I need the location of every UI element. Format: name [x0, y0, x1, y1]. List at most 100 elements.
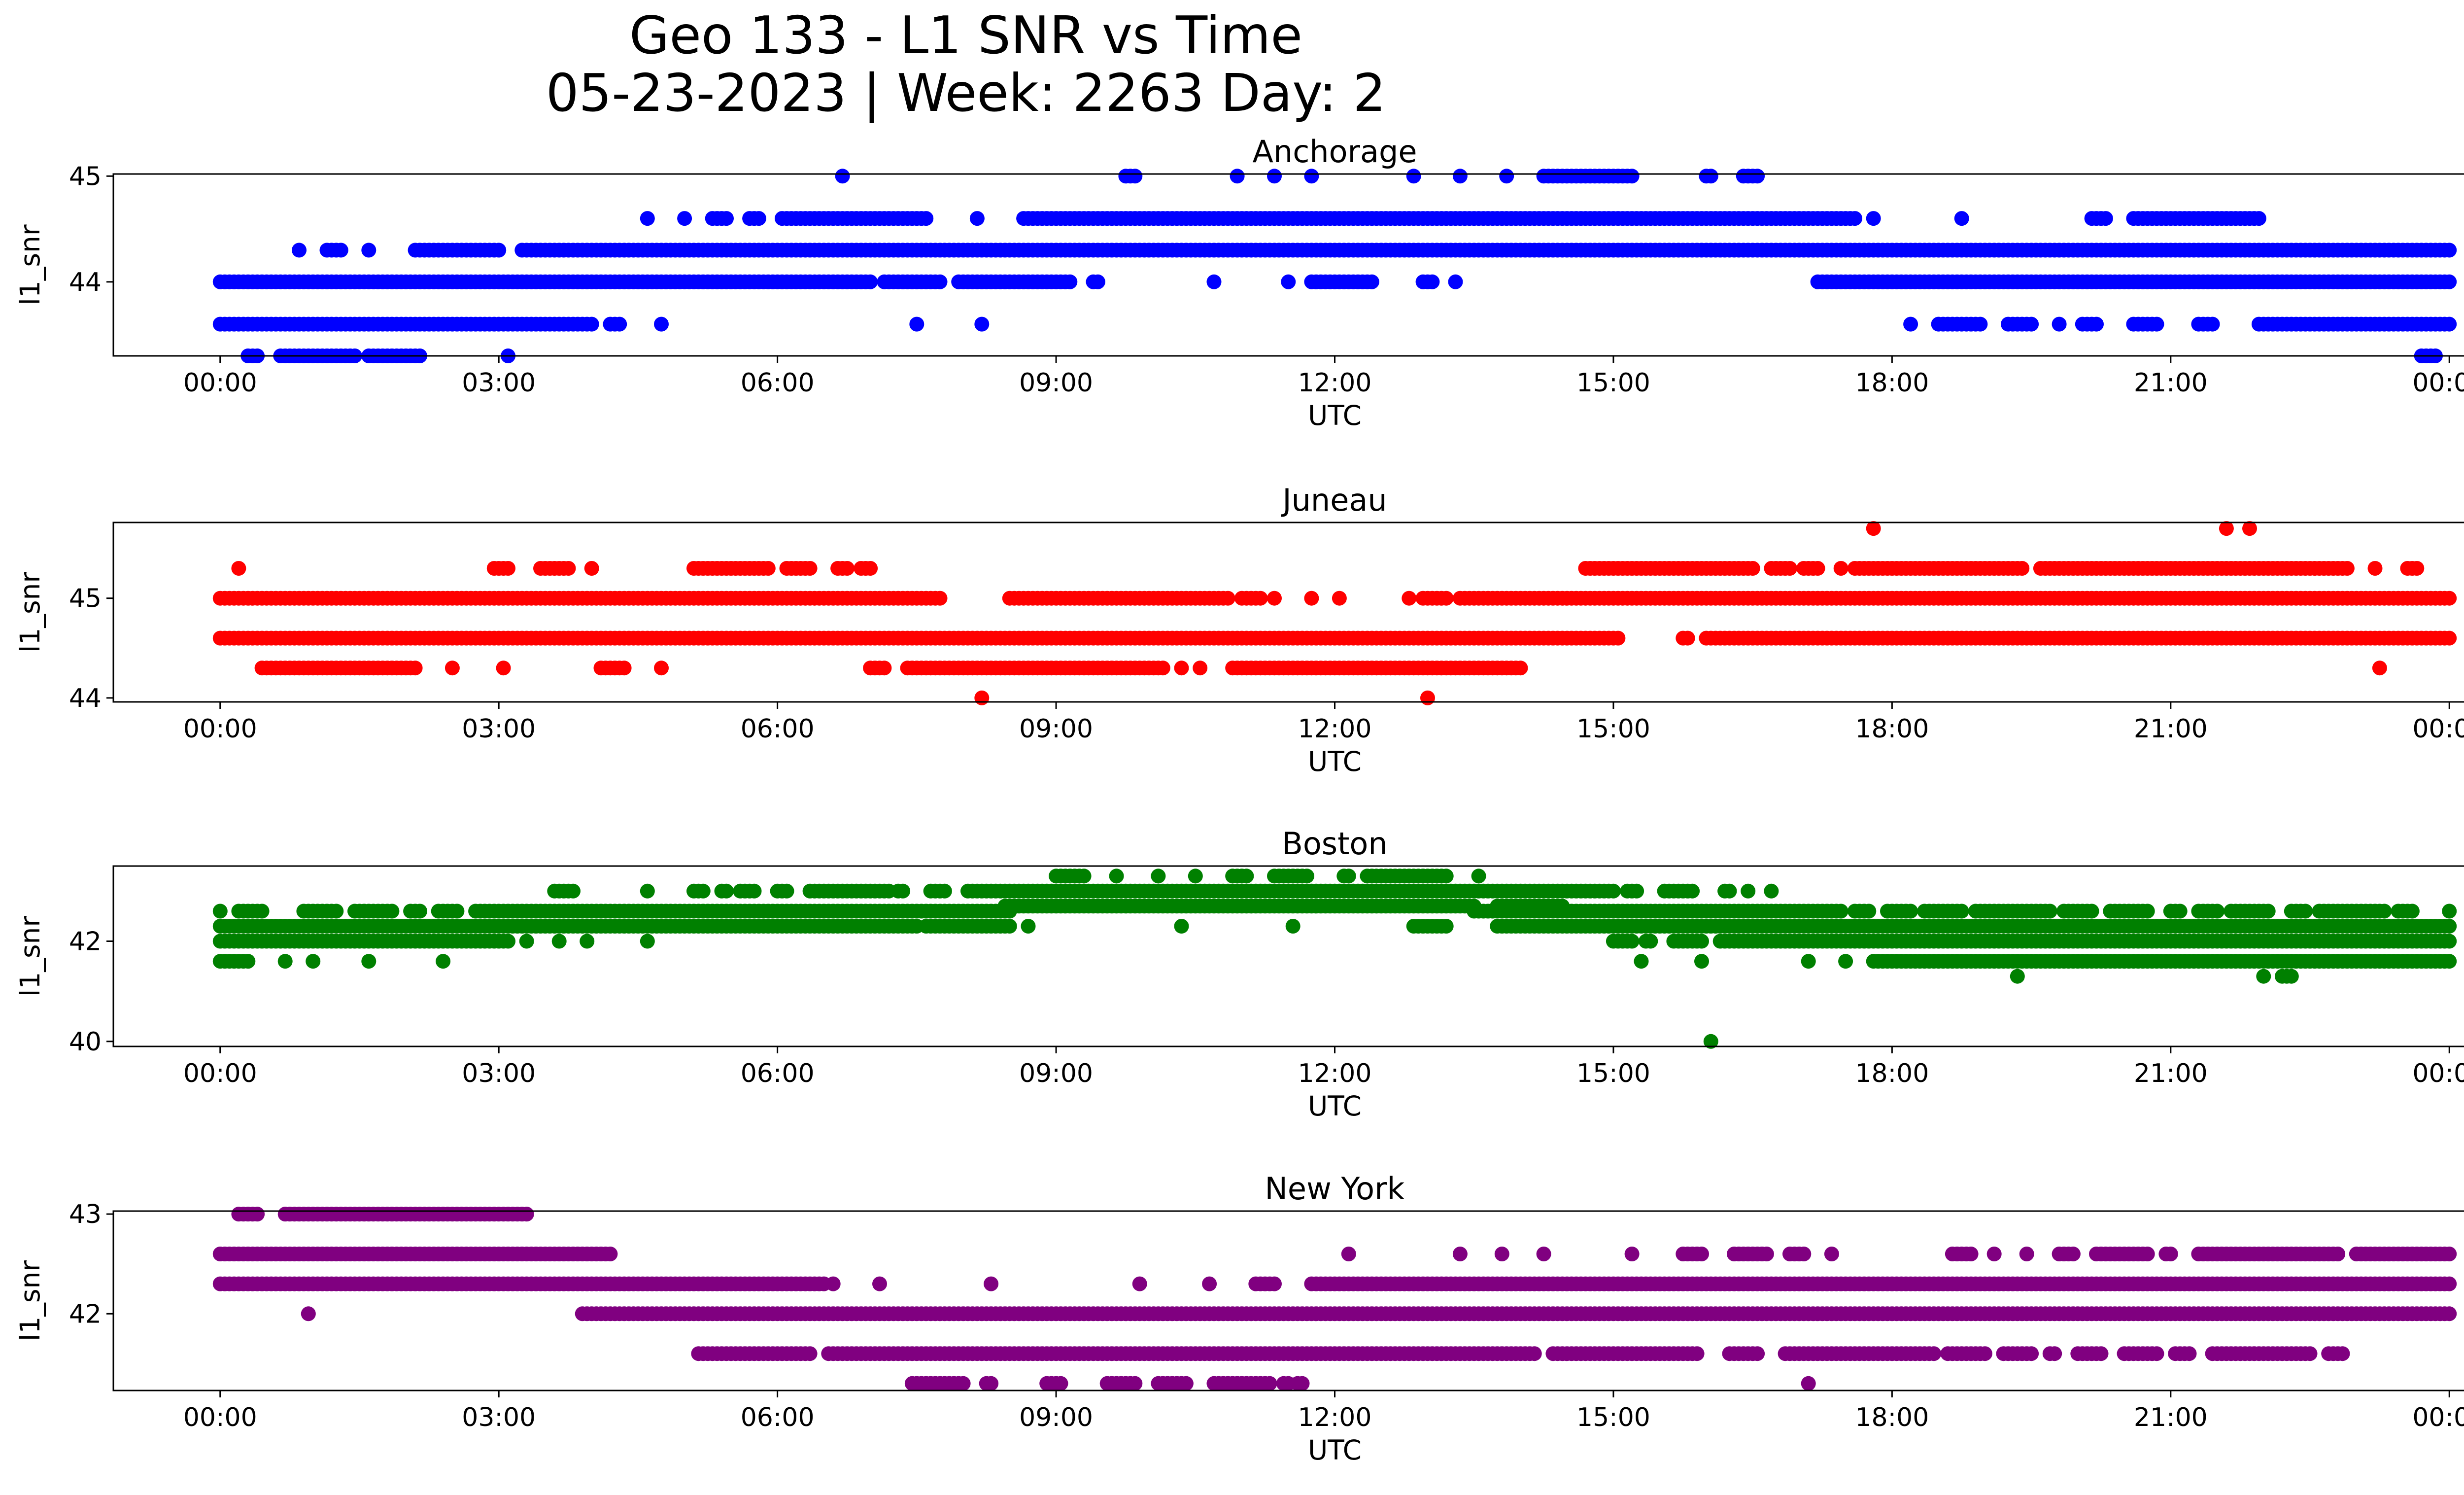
x-tick-label: 09:00	[1019, 1059, 1093, 1088]
data-point	[501, 934, 515, 949]
data-point	[802, 561, 818, 576]
data-point	[1452, 169, 1468, 184]
y-tick-label: 44	[69, 268, 102, 297]
data-point	[1062, 274, 1078, 289]
data-point	[361, 243, 376, 258]
data-point	[566, 883, 581, 899]
data-point	[408, 661, 423, 676]
data-point	[2284, 969, 2299, 984]
data-point	[872, 1276, 887, 1291]
y-axis-label: l1_snr	[14, 572, 46, 653]
data-point	[2442, 1247, 2457, 1261]
data-point	[984, 1276, 999, 1291]
data-point	[2219, 521, 2234, 536]
data-point	[1722, 883, 1737, 899]
data-point	[779, 883, 794, 899]
data-point	[654, 316, 669, 332]
data-point	[1304, 591, 1319, 606]
data-point	[2367, 561, 2383, 576]
data-point	[333, 243, 348, 258]
data-point	[1782, 561, 1797, 576]
data-point	[2404, 904, 2420, 919]
data-point	[561, 561, 576, 576]
data-point	[1151, 869, 1166, 884]
data-point	[2052, 316, 2067, 332]
data-point	[292, 243, 307, 258]
data-point	[2010, 969, 2025, 984]
data-point	[2377, 904, 2392, 919]
data-point	[1425, 274, 1440, 289]
data-point	[877, 661, 892, 676]
data-point	[1155, 661, 1170, 676]
data-point	[580, 934, 595, 949]
data-point	[1624, 169, 1640, 184]
data-point	[1866, 521, 1881, 536]
data-point	[1838, 954, 1853, 969]
data-point	[895, 883, 911, 899]
data-point	[1903, 316, 1918, 332]
data-point	[2442, 630, 2457, 646]
data-point	[840, 561, 855, 576]
data-point	[1866, 211, 1881, 226]
data-point	[1002, 904, 1017, 919]
data-point	[2372, 661, 2387, 676]
data-point	[2149, 316, 2164, 332]
x-tick-label: 12:00	[1298, 368, 1372, 398]
data-point	[2089, 316, 2104, 332]
data-point	[445, 661, 460, 676]
data-point	[825, 1276, 841, 1291]
data-point	[2442, 919, 2457, 934]
data-point	[1438, 869, 1454, 884]
data-point	[2042, 904, 2057, 919]
x-tick-label: 00:00	[2412, 714, 2464, 744]
data-point	[751, 211, 766, 226]
x-tick-label: 09:00	[1019, 368, 1093, 398]
x-tick-label: 06:00	[741, 368, 815, 398]
data-point	[1703, 169, 1718, 184]
data-point	[2442, 904, 2457, 919]
data-point	[2140, 1247, 2155, 1261]
scatter-points	[212, 869, 2457, 1049]
data-point	[584, 561, 599, 576]
x-tick-label: 00:00	[183, 1059, 257, 1088]
data-point	[1764, 883, 1779, 899]
x-tick-label: 03:00	[462, 1059, 536, 1088]
data-point	[2084, 904, 2099, 919]
data-point	[2172, 904, 2188, 919]
data-point	[863, 274, 878, 289]
data-point	[1341, 869, 1356, 884]
data-point	[1801, 954, 1816, 969]
data-point	[2442, 243, 2457, 258]
data-point	[1848, 211, 1862, 226]
data-point	[1499, 169, 1514, 184]
data-point	[496, 661, 511, 676]
x-tick-label: 00:00	[183, 368, 257, 398]
data-point	[1253, 591, 1268, 606]
data-point	[1267, 1276, 1282, 1291]
data-point	[2242, 521, 2257, 536]
data-point	[491, 243, 507, 258]
data-point	[277, 954, 293, 969]
y-tick-label: 45	[69, 162, 102, 191]
data-point	[584, 316, 599, 332]
data-point	[2205, 316, 2220, 332]
data-point	[760, 561, 776, 576]
y-axis-label: l1_snr	[14, 916, 46, 997]
data-point	[329, 904, 344, 919]
data-point	[932, 274, 948, 289]
data-point	[231, 561, 246, 576]
data-point	[1132, 1276, 1147, 1291]
data-point	[2330, 1247, 2346, 1261]
data-point	[1694, 934, 1709, 949]
data-point	[1643, 934, 1658, 949]
data-point	[212, 904, 228, 919]
data-point	[719, 883, 734, 899]
panel-title: Juneau	[1280, 482, 1387, 518]
data-point	[1448, 274, 1463, 289]
data-point	[1406, 169, 1421, 184]
data-point	[1536, 1247, 1551, 1261]
data-point	[361, 954, 376, 969]
data-point	[2339, 561, 2355, 576]
data-point	[1438, 919, 1454, 934]
